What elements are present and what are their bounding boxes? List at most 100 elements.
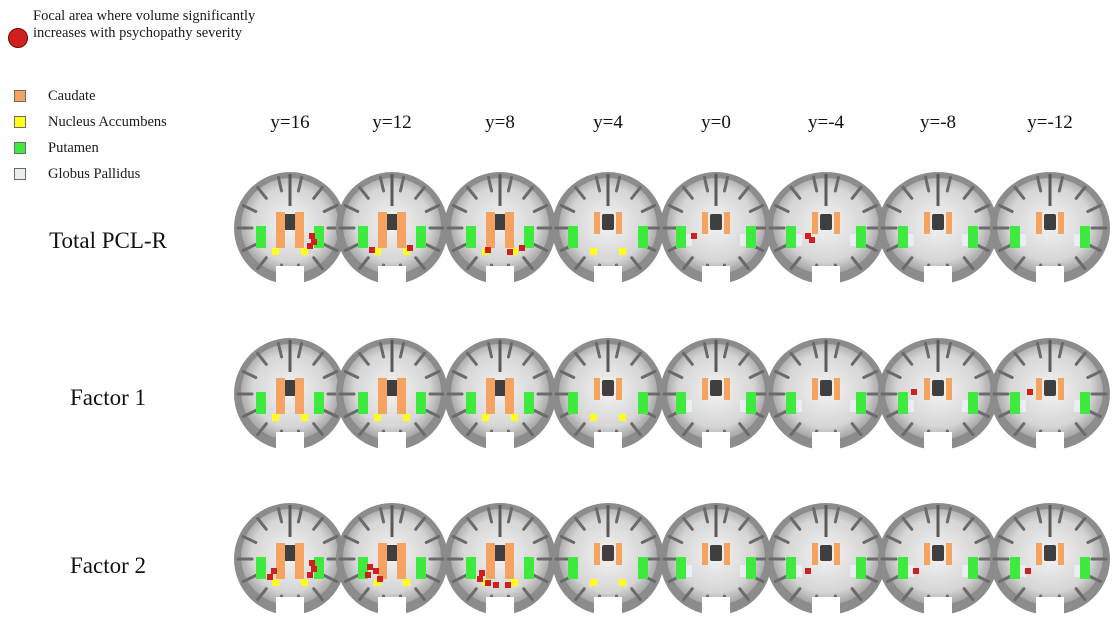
globus-pallidus-region (908, 400, 914, 412)
focal-area (505, 582, 511, 588)
caudate-region (1036, 212, 1042, 234)
nucleus-accumbens-region (590, 579, 597, 586)
putamen-region (568, 226, 578, 248)
legend-putamen-label: Putamen (48, 140, 99, 156)
globus-pallidus-region (740, 565, 746, 577)
focal-area (911, 389, 917, 395)
putamen-region (856, 557, 866, 579)
nucleus-accumbens-region (511, 579, 518, 586)
putamen-region (466, 226, 476, 248)
nucleus-accumbens-region (301, 579, 308, 586)
caudate-region (812, 543, 818, 565)
legend-focal: Focal area where volume significantly in… (8, 8, 258, 48)
caudate-region (834, 543, 840, 565)
globus-pallidus-region (908, 234, 914, 246)
brain-slice-r2-c8 (990, 338, 1110, 454)
focal-area (309, 560, 315, 566)
putamen-region (416, 392, 426, 414)
putamen-region (856, 226, 866, 248)
globus-pallidus-region (1074, 400, 1080, 412)
focal-area (805, 568, 811, 574)
putamen-region (416, 557, 426, 579)
globus-pallidus-region (850, 400, 856, 412)
caudate-region (812, 212, 818, 234)
putamen-region (638, 557, 648, 579)
caudate-region (295, 543, 304, 579)
legend: Focal area where volume significantly in… (0, 0, 260, 200)
caudate-region (486, 378, 495, 414)
brain-slice-r3-c2 (336, 503, 448, 619)
caudate-region (505, 543, 514, 579)
globus-pallidus-region (686, 234, 692, 246)
slice-label-y-4: y=-4 (807, 112, 845, 133)
caudate-region (1058, 378, 1064, 400)
putamen-swatch-icon (14, 142, 26, 154)
globus-pallidus-region (1020, 234, 1026, 246)
putamen-region (466, 557, 476, 579)
globus-pallidus-region (796, 400, 802, 412)
nucleus-accumbens-region (301, 414, 308, 421)
caudate-region (724, 378, 730, 400)
row-label-total-pcl-r: Total PCL-R (49, 228, 167, 253)
nucleus-accumbens-region (590, 248, 597, 255)
putamen-region (314, 226, 324, 248)
globus-pallidus-region (962, 234, 968, 246)
brain-slice-r1-c8 (990, 172, 1110, 288)
slice-label-y12: y=12 (372, 112, 412, 133)
caudate-region (724, 212, 730, 234)
globus-pallidus-swatch-icon (14, 168, 26, 180)
globus-pallidus-region (850, 565, 856, 577)
nucleus-accumbens-region (511, 248, 518, 255)
putamen-region (786, 557, 796, 579)
brain-slice-r2-c4 (552, 338, 664, 454)
slice-label-y-8: y=-8 (919, 112, 957, 133)
focal-area (267, 574, 273, 580)
brain-slice-r1-c1 (234, 172, 346, 288)
caudate-region (378, 378, 387, 414)
putamen-region (256, 226, 266, 248)
legend-globus-pallidus-label: Globus Pallidus (48, 166, 141, 182)
legend-focal-label: Focal area where volume significantly in… (33, 8, 256, 41)
caudate-region (486, 543, 495, 579)
putamen-region (898, 226, 908, 248)
caudate-region (946, 212, 952, 234)
nucleus-accumbens-region (590, 414, 597, 421)
caudate-region (276, 543, 285, 579)
caudate-region (616, 212, 622, 234)
putamen-region (358, 226, 368, 248)
putamen-region (256, 557, 266, 579)
nucleus-accumbens-region (301, 248, 308, 255)
focal-area (519, 245, 525, 251)
legend-caudate: Caudate (14, 88, 96, 105)
brain-slice-r3-c4 (552, 503, 664, 619)
caudate-region (1058, 212, 1064, 234)
putamen-region (676, 226, 686, 248)
focal-area (407, 245, 413, 251)
slice-label-y4: y=4 (593, 112, 623, 133)
putamen-region (568, 392, 578, 414)
nucleus-accumbens-region (403, 414, 410, 421)
focal-area (367, 564, 373, 570)
globus-pallidus-region (1020, 400, 1026, 412)
focal-area (691, 233, 697, 239)
putamen-region (898, 392, 908, 414)
putamen-region (466, 392, 476, 414)
putamen-region (1010, 226, 1020, 248)
focal-area (309, 233, 315, 239)
putamen-region (786, 226, 796, 248)
putamen-region (416, 226, 426, 248)
putamen-region (314, 392, 324, 414)
focal-area (365, 572, 371, 578)
caudate-region (924, 543, 930, 565)
globus-pallidus-region (1074, 565, 1080, 577)
caudate-region (594, 543, 600, 565)
putamen-region (638, 226, 648, 248)
focal-area (307, 243, 313, 249)
caudate-region (924, 212, 930, 234)
brain-slice-r2-c6 (766, 338, 886, 454)
brain-slice-r2-c1 (234, 338, 346, 454)
globus-pallidus-region (850, 234, 856, 246)
brain-slice-r1-c4 (552, 172, 664, 288)
slice-label-y-12: y=-12 (1027, 112, 1073, 133)
